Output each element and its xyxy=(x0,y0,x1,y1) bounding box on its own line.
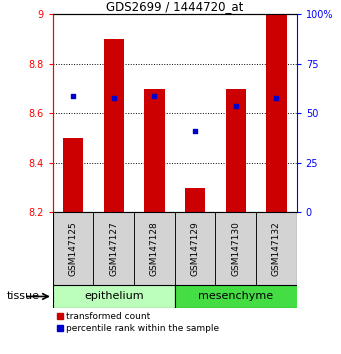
Text: epithelium: epithelium xyxy=(84,291,144,302)
Bar xyxy=(63,138,83,212)
Bar xyxy=(256,212,297,285)
Text: GSM147132: GSM147132 xyxy=(272,221,281,276)
Bar xyxy=(185,188,205,212)
Point xyxy=(111,96,117,101)
Text: GSM147128: GSM147128 xyxy=(150,221,159,276)
Text: GSM147130: GSM147130 xyxy=(231,221,240,276)
Text: GSM147129: GSM147129 xyxy=(191,221,199,276)
Point xyxy=(273,96,279,101)
Title: GDS2699 / 1444720_at: GDS2699 / 1444720_at xyxy=(106,0,243,13)
Bar xyxy=(216,212,256,285)
Point xyxy=(192,128,198,133)
Bar xyxy=(53,212,93,285)
Legend: transformed count, percentile rank within the sample: transformed count, percentile rank withi… xyxy=(57,313,220,333)
Text: mesenchyme: mesenchyme xyxy=(198,291,273,302)
Bar xyxy=(266,14,286,212)
Text: tissue: tissue xyxy=(7,291,40,302)
Point xyxy=(233,103,238,109)
Bar xyxy=(175,212,216,285)
Text: GSM147125: GSM147125 xyxy=(69,221,78,276)
Bar xyxy=(53,285,175,308)
Point xyxy=(71,93,76,99)
Bar xyxy=(104,39,124,212)
Bar xyxy=(134,212,175,285)
Bar xyxy=(93,212,134,285)
Point xyxy=(152,93,157,99)
Bar xyxy=(144,88,165,212)
Bar xyxy=(225,88,246,212)
Text: GSM147127: GSM147127 xyxy=(109,221,118,276)
Bar xyxy=(175,285,317,308)
